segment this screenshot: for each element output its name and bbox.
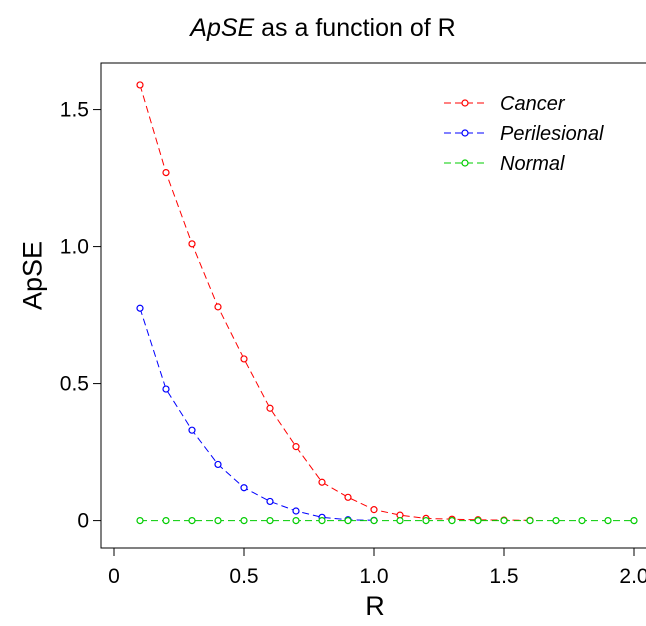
data-point-normal [422, 516, 430, 525]
x-tick-label: 1.0 [359, 565, 388, 588]
data-point-normal [344, 516, 352, 525]
legend: Cancer Perilesional Normal [444, 93, 604, 175]
data-point-perilesional [162, 385, 170, 393]
data-point-perilesional [292, 507, 300, 515]
x-tick-label: 2.0 [619, 565, 646, 588]
y-tick-label: 0.5 [60, 373, 89, 396]
legend-label-cancer: Cancer [500, 93, 566, 115]
data-point-normal [214, 516, 222, 525]
data-point-perilesional [136, 304, 144, 312]
axes: 0 0.5 1.0 1.5 2.0 0 0.5 1.0 1.5 [60, 99, 646, 588]
data-point-cancer [266, 404, 274, 412]
data-point-cancer [370, 506, 378, 514]
series-line-cancer [139, 84, 531, 521]
legend-marker-perilesional [461, 129, 469, 137]
y-tick-label: 0 [77, 510, 89, 533]
data-point-normal [474, 516, 482, 525]
data-point-cancer [214, 303, 222, 311]
data-point-normal [604, 516, 612, 525]
y-axis-label: ApSE [17, 240, 48, 311]
data-point-normal [448, 516, 456, 525]
data-point-cancer [136, 81, 144, 89]
data-point-normal [318, 516, 326, 525]
x-tick-label: 1.5 [489, 565, 518, 588]
y-tick-label: 1.0 [60, 236, 89, 259]
data-point-cancer [292, 443, 300, 451]
data-point-cancer [240, 355, 248, 363]
data-point-normal [396, 516, 404, 525]
data-point-normal [292, 516, 300, 525]
legend-marker-cancer [461, 99, 469, 107]
chart-title-italic: ApSE [190, 14, 255, 42]
data-point-perilesional [188, 426, 196, 434]
series-group [136, 81, 638, 525]
data-point-normal [266, 516, 274, 525]
data-point-normal [188, 516, 196, 525]
data-point-cancer [188, 240, 196, 248]
data-point-perilesional [240, 484, 248, 492]
x-tick-label: 0 [108, 565, 120, 588]
data-point-cancer [162, 169, 170, 177]
data-point-normal [136, 516, 144, 525]
data-point-cancer [344, 493, 352, 501]
data-point-normal [552, 516, 560, 525]
legend-label-normal: Normal [500, 153, 565, 175]
data-point-cancer [318, 478, 326, 486]
y-tick-label: 1.5 [60, 99, 89, 122]
data-point-normal [630, 516, 638, 525]
data-point-normal [526, 516, 534, 525]
x-axis-label: R [365, 591, 385, 621]
chart-title: ApSE as a function of R [0, 14, 646, 43]
data-point-perilesional [266, 497, 274, 506]
data-point-normal [370, 516, 378, 525]
legend-label-perilesional: Perilesional [500, 123, 604, 145]
data-point-normal [240, 516, 248, 525]
legend-marker-normal [461, 159, 469, 167]
x-tick-label: 0.5 [229, 565, 258, 588]
data-point-perilesional [214, 460, 222, 469]
data-point-normal [500, 516, 508, 525]
data-point-normal [162, 516, 170, 525]
series-line-perilesional [139, 308, 375, 521]
data-point-normal [578, 516, 586, 525]
chart-title-rest: as a function of R [254, 14, 456, 42]
